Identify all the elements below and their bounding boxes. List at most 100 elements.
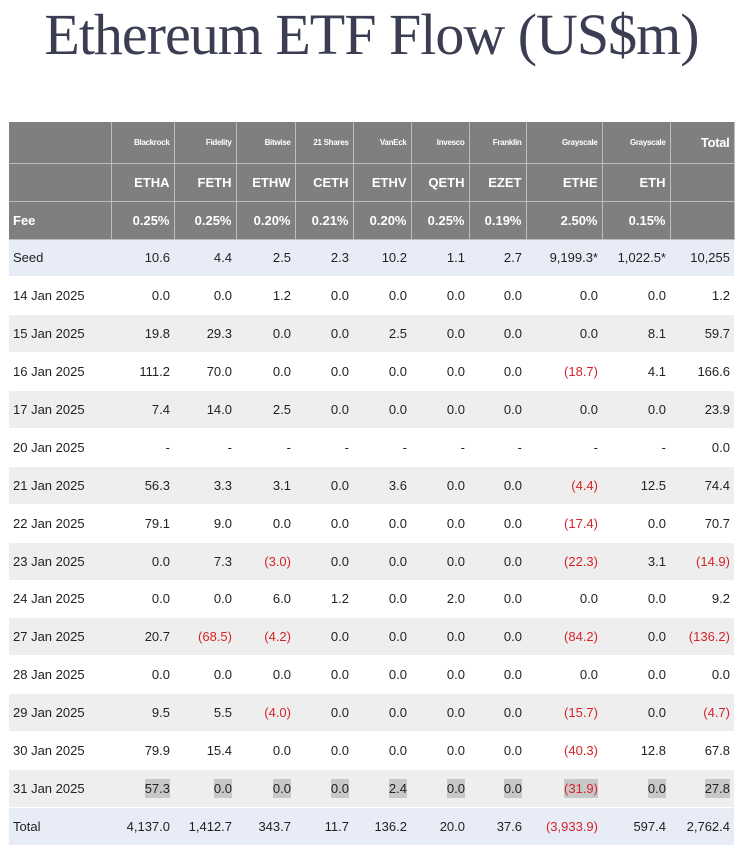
flow-cell: 0.0 xyxy=(353,276,411,316)
flow-cell-value: 56.3 xyxy=(144,477,170,493)
flow-cell-value: 0.0 xyxy=(503,515,522,531)
row-total-cell: 166.6 xyxy=(670,352,734,392)
flow-cell: 8.1 xyxy=(602,314,670,354)
flow-cell-value: 0.0 xyxy=(151,667,170,683)
flow-cell: 19.8 xyxy=(111,314,174,354)
row-total-cell: 59.7 xyxy=(670,314,734,354)
flow-cell: 1.2 xyxy=(295,580,353,619)
flow-cell-value: 0.0 xyxy=(330,778,349,798)
flow-cell-value: 0.0 xyxy=(213,667,232,683)
flow-cell-value: 12.5 xyxy=(640,477,666,493)
table-row: 17 Jan 2025 7.4 14.0 2.5 0.0 0.0 0.0 0.0 0.0 0.0 2… xyxy=(9,390,734,429)
flow-cell: 12.8 xyxy=(602,731,670,770)
ticker-total-cell xyxy=(670,163,735,202)
table-row: 31 Jan 2025 57.3 0.0 0.0 0.0 2.4 0.0 0.0 (31.9) 0… xyxy=(9,769,734,808)
flow-cell: 343.7 xyxy=(236,807,295,846)
flow-cell: 9.5 xyxy=(111,693,174,733)
row-total-cell-value: 0.0 xyxy=(711,439,730,455)
flow-cell-value: 0.0 xyxy=(503,591,522,607)
flow-cell-value: 3.3 xyxy=(213,477,232,493)
etf-flow-table: Blackrock Fidelity Bitwise 21 Shares Van… xyxy=(9,122,735,846)
flow-cell-value: - xyxy=(593,439,598,455)
flow-cell-value: - xyxy=(286,439,291,455)
flow-cell-value: 0.0 xyxy=(647,629,666,645)
flow-cell-value: 0.0 xyxy=(446,553,465,569)
flow-cell-value: (4.4) xyxy=(571,477,598,493)
flow-cell-value: 0.0 xyxy=(388,629,407,645)
flow-cell: (15.7) xyxy=(526,693,602,733)
flow-cell-value: 8.1 xyxy=(647,326,666,342)
flow-cell: 0.0 xyxy=(353,617,411,657)
flow-cell: 0.0 xyxy=(353,655,411,695)
flow-rows: Seed 10.6 4.4 2.5 2.3 10.2 1.1 2.7 9,199.3* 1,022… xyxy=(9,239,734,846)
fee-value: 0.25% xyxy=(411,201,470,240)
fee-label: Fee xyxy=(9,201,112,240)
flow-cell: 0.0 xyxy=(111,276,174,316)
flow-cell: 9,199.3* xyxy=(526,239,602,278)
flow-cell: 0.0 xyxy=(411,542,469,581)
row-total-cell-value: 0.0 xyxy=(711,667,730,683)
flow-cell-value: 37.6 xyxy=(496,818,522,834)
row-total-cell-value: 67.8 xyxy=(704,743,730,759)
flow-cell-value: 0.0 xyxy=(330,515,349,531)
flow-cell: 0.0 xyxy=(526,314,602,354)
row-label: 24 Jan 2025 xyxy=(9,580,111,619)
flow-cell: 6.0 xyxy=(236,580,295,619)
flow-cell-value: 0.0 xyxy=(503,288,522,304)
ticker-corner-cell xyxy=(9,163,112,202)
flow-cell-value: 0.0 xyxy=(213,591,232,607)
flow-cell: (22.3) xyxy=(526,542,602,581)
flow-cell: 37.6 xyxy=(469,807,526,846)
flow-cell: 0.0 xyxy=(469,580,526,619)
row-total-cell: (136.2) xyxy=(670,617,734,657)
row-total-cell-value: (4.7) xyxy=(703,705,730,721)
fee-value: 0.20% xyxy=(236,201,296,240)
row-total-cell: 23.9 xyxy=(670,390,734,429)
flow-cell: 0.0 xyxy=(411,693,469,733)
flow-cell: 0.0 xyxy=(353,542,411,581)
row-label: 20 Jan 2025 xyxy=(9,428,111,467)
flow-cell: 9.0 xyxy=(174,504,236,543)
row-label: 14 Jan 2025 xyxy=(9,276,111,316)
flow-cell: 0.0 xyxy=(295,655,353,695)
flow-cell: 0.0 xyxy=(469,276,526,316)
flow-cell-value: 111.2 xyxy=(139,364,170,380)
row-label: Total xyxy=(9,807,111,846)
table-row: 21 Jan 2025 56.3 3.3 3.1 0.0 3.6 0.0 0.0 (4.4) 12… xyxy=(9,466,734,505)
fee-total-cell xyxy=(670,201,735,240)
flow-cell-value: 9.5 xyxy=(151,705,170,721)
flow-cell: - xyxy=(526,428,602,467)
issuer-header: Bitwise xyxy=(236,122,296,164)
flow-cell: 12.5 xyxy=(602,466,670,505)
flow-cell: 0.0 xyxy=(411,504,469,543)
flow-cell-value: 0.0 xyxy=(388,667,407,683)
flow-cell-value: 1.2 xyxy=(272,288,291,304)
flow-cell-value: 0.0 xyxy=(503,364,522,380)
flow-cell: 0.0 xyxy=(602,617,670,657)
flow-cell-value: 0.0 xyxy=(446,326,465,342)
flow-cell: 0.0 xyxy=(526,390,602,429)
flow-cell: - xyxy=(236,428,295,467)
flow-cell: (4.0) xyxy=(236,693,295,733)
flow-cell-value: (31.9) xyxy=(564,778,598,798)
row-total-cell: 10,255 xyxy=(670,239,734,278)
flow-cell-value: (22.3) xyxy=(564,553,598,569)
total-header: Total xyxy=(670,122,735,164)
row-total-cell: 0.0 xyxy=(670,655,734,695)
flow-cell-value: 2.5 xyxy=(272,402,291,417)
flow-cell-value: 0.0 xyxy=(503,629,522,645)
flow-cell: - xyxy=(353,428,411,467)
flow-cell: - xyxy=(295,428,353,467)
flow-cell-value: 2.5 xyxy=(272,250,291,266)
flow-cell: 2.4 xyxy=(353,769,411,808)
flow-cell: 0.0 xyxy=(236,731,295,770)
flow-cell: 20.7 xyxy=(111,617,174,657)
flow-cell: 7.3 xyxy=(174,542,236,581)
flow-cell: 0.0 xyxy=(295,504,353,543)
flow-cell-value: 2.0 xyxy=(446,591,465,607)
row-total-cell-value: 27.8 xyxy=(704,778,730,798)
flow-cell: 0.0 xyxy=(469,352,526,392)
issuer-header: Franklin xyxy=(469,122,527,164)
flow-cell-value: 0.0 xyxy=(388,743,407,759)
flow-cell-value: 79.9 xyxy=(144,743,170,759)
